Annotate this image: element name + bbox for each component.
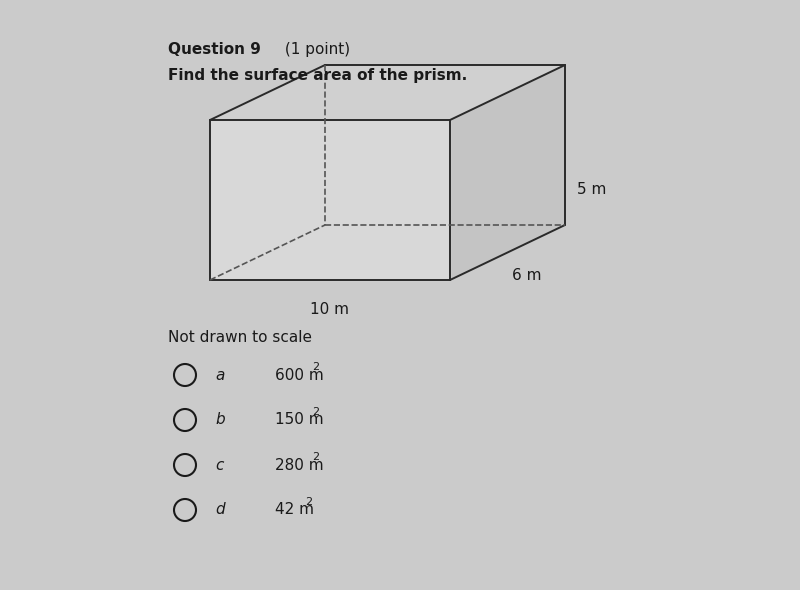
Text: 150 m: 150 m <box>275 412 324 428</box>
Text: b: b <box>215 412 225 428</box>
Text: c: c <box>215 457 223 473</box>
Text: Not drawn to scale: Not drawn to scale <box>168 330 312 345</box>
Text: 2: 2 <box>313 407 320 417</box>
Text: 2: 2 <box>305 497 312 507</box>
Text: (1 point): (1 point) <box>280 42 350 57</box>
Text: Find the surface area of the prism.: Find the surface area of the prism. <box>168 68 467 83</box>
Text: 2: 2 <box>313 452 320 462</box>
Polygon shape <box>210 65 565 120</box>
Text: 600 m: 600 m <box>275 368 324 382</box>
Text: a: a <box>215 368 224 382</box>
Text: 2: 2 <box>313 362 320 372</box>
Text: 5 m: 5 m <box>577 182 606 198</box>
Text: 6 m: 6 m <box>513 267 542 283</box>
Polygon shape <box>450 65 565 280</box>
Text: Question 9: Question 9 <box>168 42 261 57</box>
Text: d: d <box>215 503 225 517</box>
Text: 42 m: 42 m <box>275 503 314 517</box>
Polygon shape <box>210 120 450 280</box>
Text: 280 m: 280 m <box>275 457 324 473</box>
Text: 10 m: 10 m <box>310 302 350 317</box>
